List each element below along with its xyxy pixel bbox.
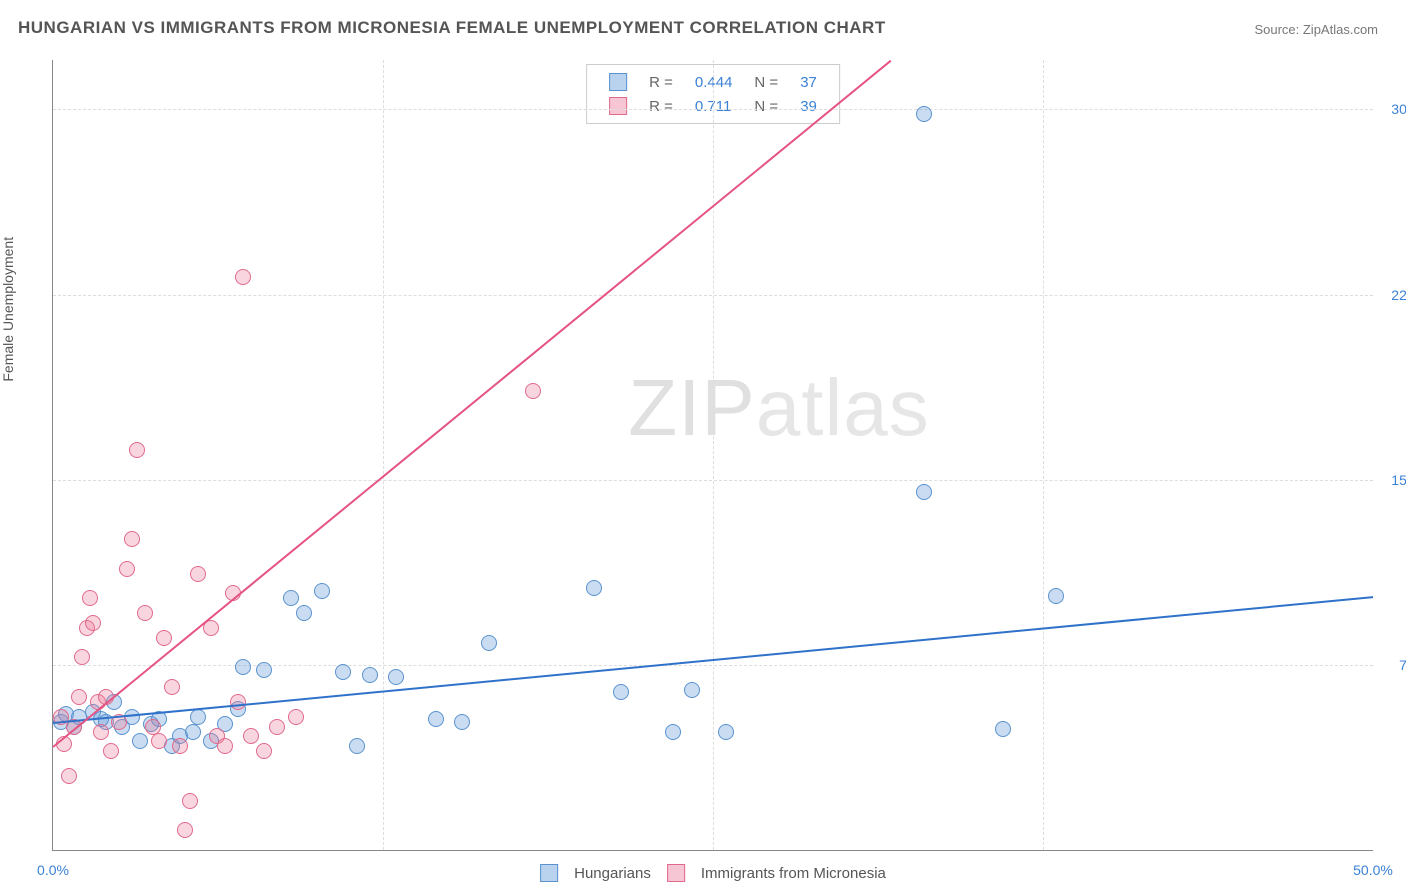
- n-label: N =: [744, 71, 788, 93]
- data-point: [665, 724, 681, 740]
- legend-label: Hungarians: [574, 865, 651, 882]
- y-tick-label: 30.0%: [1391, 101, 1406, 117]
- n-label: N =: [744, 95, 788, 117]
- data-point: [269, 719, 285, 735]
- data-point: [145, 719, 161, 735]
- data-point: [129, 442, 145, 458]
- data-point: [182, 793, 198, 809]
- data-point: [119, 561, 135, 577]
- y-axis-label: Female Unemployment: [0, 237, 16, 382]
- data-point: [481, 635, 497, 651]
- data-point: [916, 106, 932, 122]
- data-point: [388, 669, 404, 685]
- data-point: [613, 684, 629, 700]
- data-point: [995, 721, 1011, 737]
- data-point: [256, 743, 272, 759]
- data-point: [235, 659, 251, 675]
- data-point: [190, 566, 206, 582]
- data-point: [283, 590, 299, 606]
- legend-swatch: [609, 97, 627, 115]
- x-tick-label: 0.0%: [37, 862, 69, 878]
- gridline-vertical: [383, 60, 384, 850]
- gridline-vertical: [713, 60, 714, 850]
- data-point: [103, 743, 119, 759]
- data-point: [93, 724, 109, 740]
- data-point: [85, 615, 101, 631]
- data-point: [172, 738, 188, 754]
- x-tick-label: 50.0%: [1353, 862, 1393, 878]
- trend-line: [52, 60, 891, 748]
- data-point: [428, 711, 444, 727]
- data-point: [71, 689, 87, 705]
- chart-title: HUNGARIAN VS IMMIGRANTS FROM MICRONESIA …: [18, 18, 886, 38]
- r-label: R =: [639, 71, 683, 93]
- data-point: [288, 709, 304, 725]
- y-tick-label: 15.0%: [1391, 472, 1406, 488]
- data-point: [185, 724, 201, 740]
- data-point: [296, 605, 312, 621]
- source-attribution: Source: ZipAtlas.com: [1254, 22, 1378, 37]
- data-point: [137, 605, 153, 621]
- gridline-vertical: [1043, 60, 1044, 850]
- data-point: [314, 583, 330, 599]
- watermark: ZIPatlas: [628, 362, 929, 454]
- scatter-plot: ZIPatlas R =0.444N =37R =0.711N =39 Hung…: [52, 60, 1373, 851]
- data-point: [684, 682, 700, 698]
- data-point: [525, 383, 541, 399]
- data-point: [61, 768, 77, 784]
- data-point: [132, 733, 148, 749]
- n-value: 37: [790, 71, 827, 93]
- legend-swatch: [540, 864, 558, 882]
- data-point: [190, 709, 206, 725]
- legend-swatch: [667, 864, 685, 882]
- data-point: [82, 590, 98, 606]
- data-point: [1048, 588, 1064, 604]
- data-point: [243, 728, 259, 744]
- data-point: [230, 694, 246, 710]
- n-value: 39: [790, 95, 827, 117]
- data-point: [177, 822, 193, 838]
- data-point: [217, 738, 233, 754]
- legend-swatch: [609, 73, 627, 91]
- series-legend: Hungarians Immigrants from Micronesia: [532, 864, 894, 882]
- y-tick-label: 22.5%: [1391, 287, 1406, 303]
- data-point: [586, 580, 602, 596]
- data-point: [335, 664, 351, 680]
- data-point: [916, 484, 932, 500]
- legend-label: Immigrants from Micronesia: [701, 865, 886, 882]
- data-point: [235, 269, 251, 285]
- data-point: [151, 733, 167, 749]
- r-label: R =: [639, 95, 683, 117]
- data-point: [156, 630, 172, 646]
- data-point: [718, 724, 734, 740]
- data-point: [349, 738, 365, 754]
- data-point: [362, 667, 378, 683]
- data-point: [124, 531, 140, 547]
- data-point: [74, 649, 90, 665]
- data-point: [256, 662, 272, 678]
- y-tick-label: 7.5%: [1399, 657, 1406, 673]
- data-point: [164, 679, 180, 695]
- data-point: [454, 714, 470, 730]
